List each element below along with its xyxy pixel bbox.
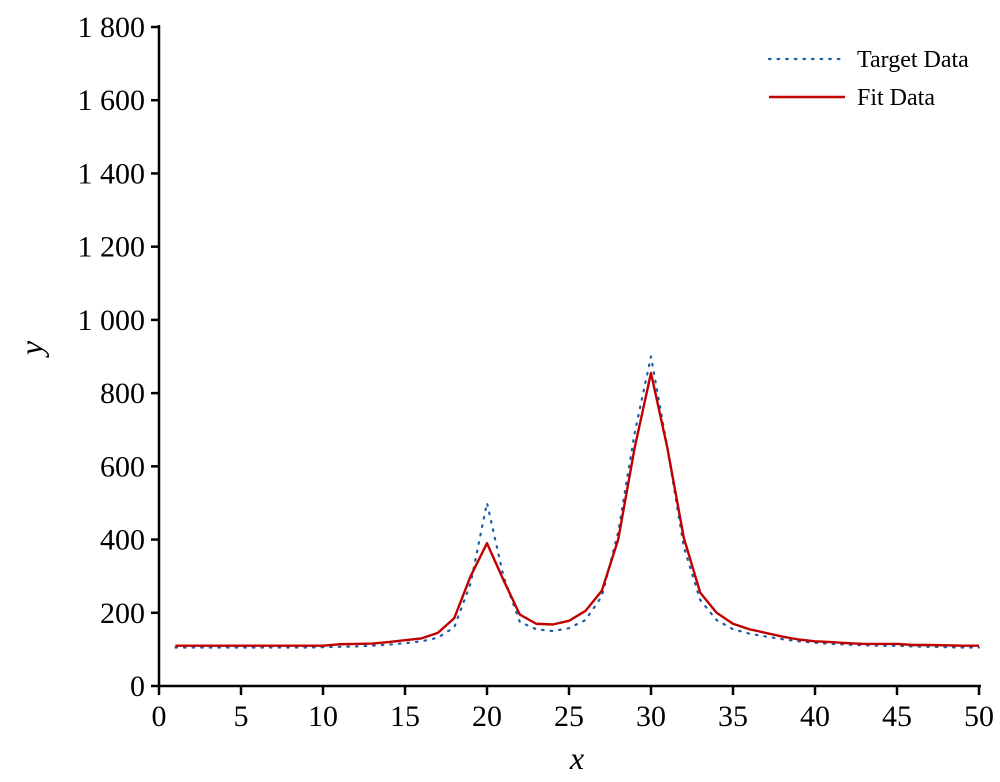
legend-label: Target Data (857, 47, 969, 73)
x-tick-label: 25 (554, 700, 584, 733)
x-tick-label: 10 (308, 700, 338, 733)
y-axis-title: y (13, 340, 49, 358)
y-tick-label: 600 (100, 450, 145, 483)
x-ticks: 0 5 10 15 20 25 30 35 40 45 50 (152, 686, 994, 733)
x-tick-label: 30 (636, 700, 666, 733)
y-tick-label: 200 (100, 597, 145, 630)
y-tick-label: 1 000 (78, 304, 146, 337)
y-tick-label: 1 400 (78, 157, 146, 190)
x-axis-title: x (569, 740, 584, 776)
y-tick-label: 1 800 (78, 11, 146, 44)
series-line-target-data (174, 355, 981, 649)
axes (157, 25, 981, 688)
x-tick-label: 45 (882, 700, 912, 733)
y-tick-label: 0 (130, 670, 145, 703)
legend-label: Fit Data (857, 85, 935, 111)
y-tick-label: 1 200 (78, 231, 146, 264)
x-tick-label: 5 (234, 700, 249, 733)
legend: Target Data Fit Data (767, 47, 969, 111)
x-tick-label: 50 (964, 700, 994, 733)
y-ticks: 0 200 400 600 800 1 000 1 200 1 400 1 600 1 800 (78, 11, 159, 703)
x-tick-label: 35 (718, 700, 748, 733)
y-tick-label: 800 (100, 377, 145, 410)
x-tick-label: 15 (390, 700, 420, 733)
x-tick-label: 20 (472, 700, 502, 733)
plot-area (174, 355, 981, 649)
y-tick-label: 1 600 (78, 84, 146, 117)
y-tick-label: 400 (100, 524, 145, 557)
x-tick-label: 0 (152, 700, 167, 733)
series-line-fit-data (175, 371, 979, 647)
x-tick-label: 40 (800, 700, 830, 733)
